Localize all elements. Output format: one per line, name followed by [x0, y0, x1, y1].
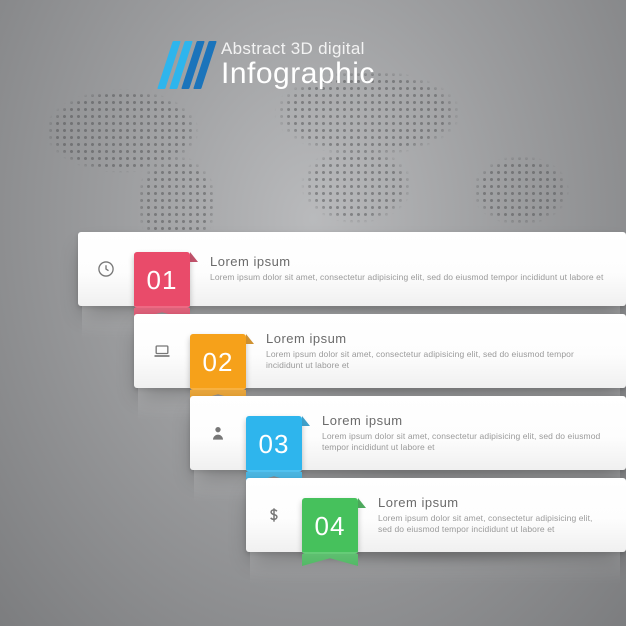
step-body: Lorem ipsum dolor sit amet, consectetur … [266, 349, 608, 372]
step-01: 01 Lorem ipsum Lorem ipsum dolor sit ame… [78, 232, 626, 306]
step-number: 04 [315, 511, 346, 542]
header-stripes [157, 41, 217, 89]
step-body: Lorem ipsum dolor sit amet, consectetur … [322, 431, 608, 454]
step-text: Lorem ipsum Lorem ipsum dolor sit amet, … [302, 413, 626, 454]
step-number: 01 [147, 265, 178, 296]
step-ribbon-03: 03 [246, 416, 302, 472]
step-04: 04 Lorem ipsum Lorem ipsum dolor sit ame… [246, 478, 626, 552]
title-line-1: Abstract 3D digital [221, 40, 375, 58]
step-ribbon-04: 04 [302, 498, 358, 554]
step-text: Lorem ipsum Lorem ipsum dolor sit amet, … [190, 254, 626, 283]
header: Abstract 3D digital Infographic [165, 40, 375, 89]
step-title: Lorem ipsum [378, 495, 608, 510]
step-number: 03 [259, 429, 290, 460]
step-text: Lorem ipsum Lorem ipsum dolor sit amet, … [246, 331, 626, 372]
person-icon [190, 423, 246, 443]
step-02: 02 Lorem ipsum Lorem ipsum dolor sit ame… [134, 314, 626, 388]
step-text: Lorem ipsum Lorem ipsum dolor sit amet, … [358, 495, 626, 536]
step-number: 02 [203, 347, 234, 378]
title-line-2: Infographic [221, 58, 375, 90]
clock-icon [78, 259, 134, 279]
step-body: Lorem ipsum dolor sit amet, consectetur … [210, 272, 608, 283]
step-title: Lorem ipsum [210, 254, 608, 269]
step-ribbon-01: 01 [134, 252, 190, 308]
step-03: 03 Lorem ipsum Lorem ipsum dolor sit ame… [190, 396, 626, 470]
title-block: Abstract 3D digital Infographic [221, 40, 375, 89]
dollar-icon [246, 505, 302, 525]
step-title: Lorem ipsum [322, 413, 608, 428]
laptop-icon [134, 341, 190, 361]
step-ribbon-02: 02 [190, 334, 246, 390]
step-title: Lorem ipsum [266, 331, 608, 346]
step-body: Lorem ipsum dolor sit amet, consectetur … [378, 513, 608, 536]
